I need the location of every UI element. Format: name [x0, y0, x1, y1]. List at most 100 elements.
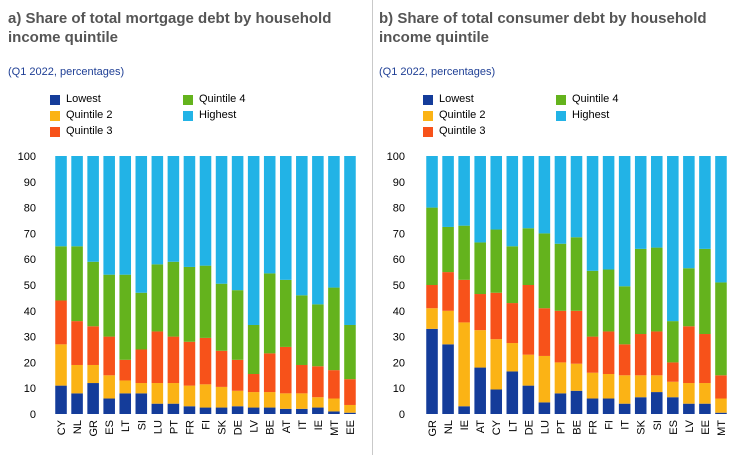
bar-segment-si-quintile2: [650, 375, 663, 393]
bar-segment-lt-quintile4: [506, 246, 519, 304]
bar-segment-fr-highest: [183, 156, 196, 267]
bar-segment-si-quintile3: [650, 331, 663, 376]
x-tick-label: NL: [72, 420, 84, 434]
bar-segment-pt-quintile3: [554, 310, 567, 363]
panel-a-subtitle: (Q1 2022, percentages): [8, 66, 125, 78]
x-tick-label: DE: [233, 420, 245, 435]
bar-segment-be-quintile3: [570, 310, 583, 364]
y-tick-label: 90: [24, 177, 36, 189]
panel-b-chart: 0 10 20 30 40 50 60 70 80 90 100 GR NL IE AT CY LT DE LU PT…: [387, 151, 728, 437]
bar-segment-de-quintile2: [231, 390, 244, 407]
legend-label-quintile-2: Quintile 2: [439, 109, 486, 121]
legend-label-quintile-2: Quintile 2: [66, 109, 113, 121]
bar-segment-it-quintile4: [618, 286, 631, 345]
x-tick-label: NL: [443, 420, 455, 434]
bar-segment-sk-quintile2: [215, 386, 228, 408]
bar-segment-be-quintile4: [570, 237, 583, 311]
bar-segment-sk-quintile3: [215, 350, 228, 387]
bar-segment-gr-highest: [87, 156, 99, 262]
legend-label-quintile-4: Quintile 4: [199, 93, 246, 105]
x-tick-label: AT: [475, 420, 487, 434]
bar-segment-lv-highest: [247, 156, 260, 325]
bar-segment-it-quintile3: [618, 344, 631, 376]
bar-segment-lu-quintile3: [538, 308, 551, 356]
bar-segment-pt-highest: [554, 156, 567, 244]
bar-segment-lu-lowest: [151, 403, 164, 414]
bar-segment-cy-highest: [490, 156, 503, 230]
bar-segment-es-lowest: [667, 397, 679, 414]
x-tick-label: FI: [201, 420, 213, 430]
bar-segment-lu-quintile4: [538, 233, 551, 309]
x-tick-label: ES: [104, 420, 116, 435]
bar-segment-lt-quintile3: [506, 303, 519, 344]
bar-segment-at-quintile2: [474, 330, 486, 368]
x-tick-label: SK: [636, 419, 648, 434]
y-tick-label: 100: [387, 151, 405, 163]
bar-segment-nl-lowest: [71, 393, 83, 414]
legend-swatch-quintile-2: [50, 111, 60, 121]
y-tick-label: 70: [24, 228, 36, 240]
x-tick-label: FR: [588, 420, 600, 435]
bar-segment-fi-quintile3: [199, 337, 212, 385]
bar-segment-ie-lowest: [312, 407, 324, 414]
bar-segment-nl-quintile2: [442, 310, 454, 345]
bar-segment-lt-quintile4: [119, 274, 132, 360]
bar-segment-nl-quintile3: [442, 272, 454, 311]
bar-segment-fi-quintile2: [602, 374, 615, 399]
bar-segment-es-quintile4: [103, 274, 115, 337]
panel-divider: [372, 0, 373, 455]
bar-segment-be-quintile4: [263, 273, 276, 354]
bar-segment-es-quintile4: [667, 321, 679, 363]
bar-segment-lv-quintile2: [683, 383, 695, 404]
bar-segment-fi-quintile2: [199, 384, 212, 408]
bar-segment-pt-quintile3: [167, 336, 180, 384]
panel-a-chart: 0 10 20 30 40 50 60 70 80 90 100 CY NL GR ES LT SI LU PT FR…: [18, 151, 357, 437]
y-tick-label: 30: [393, 332, 405, 344]
bar-segment-fr-quintile2: [586, 372, 599, 399]
bar-segment-be-lowest: [263, 407, 276, 414]
bar-segment-lv-quintile3: [683, 326, 695, 384]
bar-segment-at-lowest: [279, 408, 292, 414]
bar-segment-fi-quintile4: [602, 269, 615, 332]
bar-segment-sk-quintile3: [634, 334, 647, 376]
bar-segment-gr-quintile2: [87, 364, 99, 384]
bar-segment-mt-quintile2: [715, 398, 727, 413]
bar-segment-fi-lowest: [199, 407, 212, 414]
x-tick-label: GR: [427, 420, 439, 437]
x-tick-label: AT: [281, 420, 293, 434]
bar-segment-ie-quintile4: [312, 304, 324, 367]
bar-segment-ee-quintile3: [699, 334, 711, 384]
y-tick-label: 50: [24, 280, 36, 292]
bar-segment-be-lowest: [570, 390, 583, 414]
bar-segment-it-quintile4: [296, 295, 308, 365]
x-tick-label: LV: [684, 419, 696, 432]
y-tick-label: 20: [393, 357, 405, 369]
legend-label-highest: Highest: [199, 109, 237, 121]
x-tick-label: PT: [168, 420, 180, 434]
bar-segment-gr-quintile3: [87, 326, 99, 365]
bar-segment-lt-highest: [506, 156, 519, 247]
bar-segment-gr-quintile3: [426, 285, 438, 309]
x-tick-label: IT: [297, 420, 309, 430]
bar-segment-it-quintile2: [618, 375, 631, 404]
bar-segment-cy-lowest: [55, 385, 67, 414]
bar-segment-de-quintile2: [522, 354, 535, 386]
bar-segment-ie-highest: [312, 156, 324, 305]
bar-segment-de-lowest: [231, 406, 244, 414]
y-tick-label: 40: [24, 306, 36, 318]
legend-label-quintile-4: Quintile 4: [572, 93, 619, 105]
bar-segment-es-quintile2: [103, 375, 115, 399]
bar-segment-de-quintile4: [522, 228, 535, 285]
bar-segment-ie-quintile4: [458, 225, 470, 280]
bar-segment-be-quintile2: [570, 363, 583, 391]
bar-segment-fr-quintile4: [586, 270, 599, 337]
bar-segment-at-highest: [279, 156, 292, 280]
bar-segment-lu-quintile2: [151, 383, 164, 404]
legend-label-lowest: Lowest: [439, 93, 474, 105]
x-tick-label: EE: [700, 420, 712, 435]
bar-segment-es-highest: [667, 156, 679, 322]
bar-segment-es-quintile3: [103, 336, 115, 376]
bar-segment-gr-quintile2: [426, 308, 438, 329]
bar-segment-lv-quintile3: [247, 374, 260, 393]
y-tick-label: 100: [18, 151, 36, 163]
